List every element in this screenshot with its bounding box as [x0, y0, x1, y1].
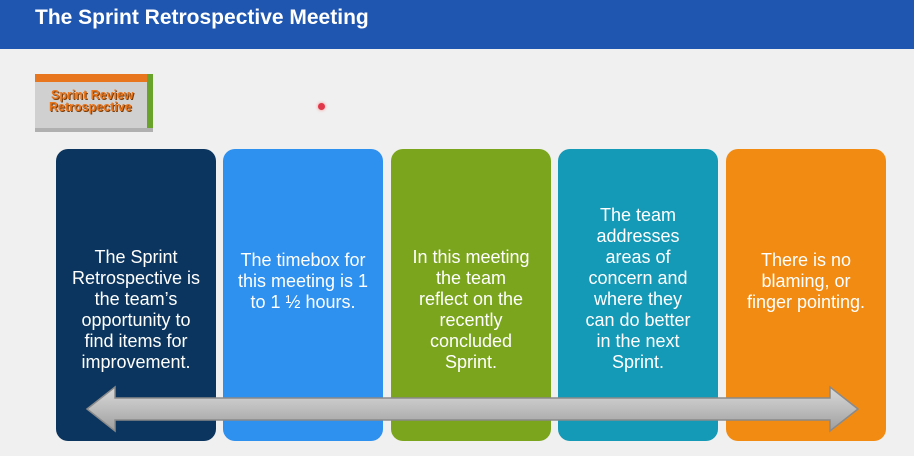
card-timebox: The timebox for this meeting is 1 to 1 ½…	[223, 149, 383, 441]
logo-bottom-band	[35, 128, 153, 132]
logo-text-line1: Sprint Review	[51, 88, 134, 102]
card-text: The Sprint Retrospective is the team’s o…	[71, 247, 201, 372]
card-text: There is no blaming, or finger pointing.	[746, 250, 866, 312]
logo-background	[35, 74, 153, 132]
card-no-blaming: There is no blaming, or finger pointing.	[726, 149, 886, 441]
pointer-dot	[318, 103, 325, 110]
card-text: The timebox for this meeting is 1 to 1 ½…	[237, 250, 369, 312]
card-text: In this meeting the team reflect on the …	[412, 247, 530, 372]
double-headed-arrow-icon	[85, 385, 860, 433]
card-team-opportunity: The Sprint Retrospective is the team’s o…	[56, 149, 216, 441]
card-text: The team addresses areas of concern and …	[585, 205, 691, 372]
logo-side-band	[147, 74, 153, 132]
logo-text-line2: Retrospective	[49, 100, 132, 114]
card-areas-of-concern: The team addresses areas of concern and …	[558, 149, 718, 441]
slide-title: The Sprint Retrospective Meeting	[35, 6, 369, 29]
sprint-review-retrospective-logo: Sprint Review Retrospective	[35, 74, 153, 132]
card-reflect: In this meeting the team reflect on the …	[391, 149, 551, 441]
logo-top-band	[35, 74, 153, 82]
title-bar: The Sprint Retrospective Meeting	[0, 0, 914, 49]
